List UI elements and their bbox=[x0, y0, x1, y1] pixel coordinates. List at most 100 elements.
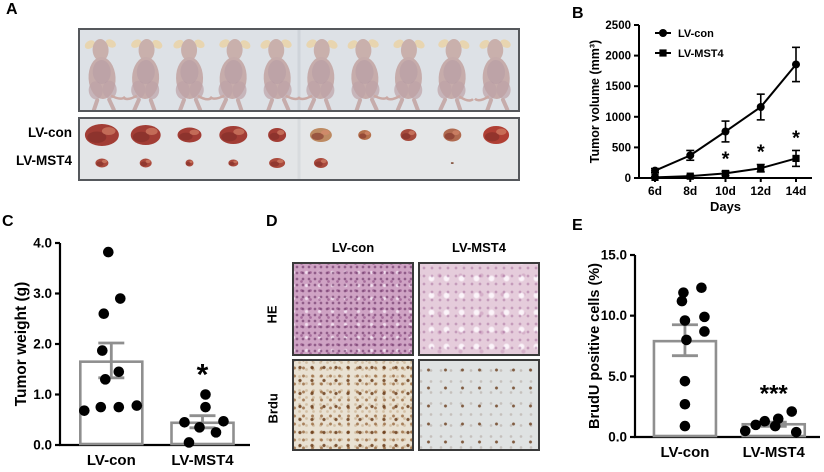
data-point bbox=[678, 287, 689, 298]
svg-text:LV-con: LV-con bbox=[87, 452, 136, 469]
data-point bbox=[218, 415, 229, 427]
data-point bbox=[113, 366, 125, 378]
svg-text:LV-MST4: LV-MST4 bbox=[171, 452, 234, 469]
tumors-illustration bbox=[84, 124, 510, 168]
data-point bbox=[200, 389, 211, 400]
svg-text:10d: 10d bbox=[715, 184, 736, 198]
svg-text:2000: 2000 bbox=[605, 51, 631, 63]
svg-text:BrudU positive cells (%): BrudU positive cells (%) bbox=[587, 263, 603, 429]
data-point bbox=[699, 326, 710, 337]
brdu-lv-con-image bbox=[292, 359, 414, 451]
data-point bbox=[100, 374, 111, 385]
panel-a-label: A bbox=[6, 1, 18, 18]
mouse bbox=[385, 39, 425, 113]
svg-text:Tumor weight (g): Tumor weight (g) bbox=[13, 282, 30, 407]
svg-text:0: 0 bbox=[625, 173, 631, 185]
significance-mark: * bbox=[722, 148, 730, 170]
svg-text:LV-MST4: LV-MST4 bbox=[743, 444, 806, 461]
svg-text:15.0: 15.0 bbox=[601, 248, 627, 263]
data-point bbox=[200, 401, 211, 413]
svg-text:2.0: 2.0 bbox=[33, 337, 52, 352]
tumor-photo-strip bbox=[78, 117, 520, 181]
data-point bbox=[696, 282, 707, 294]
panel-c-label: C bbox=[2, 213, 14, 230]
histology-col-label-lv-mst4: LV-MST4 bbox=[452, 240, 506, 255]
svg-text:500: 500 bbox=[612, 142, 631, 154]
mice-illustration bbox=[84, 39, 511, 113]
svg-text:14d: 14d bbox=[786, 184, 807, 198]
data-point bbox=[98, 308, 110, 319]
significance-mark: * bbox=[757, 142, 765, 164]
histology-col-label-lv-con: LV-con bbox=[331, 240, 375, 255]
svg-text:3.0: 3.0 bbox=[33, 286, 52, 301]
mouse bbox=[121, 39, 163, 113]
series-LV-MST4 bbox=[651, 149, 800, 181]
tumor-row-label-lv-con: LV-con bbox=[27, 125, 72, 140]
mouse bbox=[437, 39, 474, 113]
svg-text:0.0: 0.0 bbox=[608, 430, 627, 445]
tumor-row-label-lv-mst4: LV-MST4 bbox=[15, 153, 72, 168]
brdu-lv-mst4-image bbox=[418, 359, 540, 451]
panel-b-label: B bbox=[572, 5, 584, 22]
data-point bbox=[194, 422, 205, 433]
he-lv-mst4-image bbox=[418, 262, 540, 356]
group-LV-MST4: * LV-MST4 bbox=[170, 359, 235, 469]
data-point bbox=[681, 334, 692, 346]
mice-photo-strip bbox=[78, 28, 520, 113]
data-point bbox=[769, 420, 781, 432]
svg-text:LV-con: LV-con bbox=[678, 28, 714, 40]
svg-text:12d: 12d bbox=[750, 184, 771, 198]
svg-text:8d: 8d bbox=[683, 184, 697, 198]
data-point bbox=[95, 401, 107, 413]
mouse bbox=[297, 39, 338, 113]
svg-text:LV-con: LV-con bbox=[661, 444, 710, 461]
data-point bbox=[679, 420, 691, 432]
data-point bbox=[79, 405, 90, 416]
data-point bbox=[103, 246, 114, 258]
data-point bbox=[699, 311, 710, 323]
svg-text:LV-MST4: LV-MST4 bbox=[678, 48, 725, 60]
svg-text:6d: 6d bbox=[648, 184, 662, 198]
svg-text:Days: Days bbox=[710, 199, 741, 214]
data-point bbox=[786, 406, 798, 417]
data-point bbox=[679, 315, 691, 326]
group-LV-con: LV-con bbox=[652, 282, 718, 461]
histology-row-label-brdu: Brdu bbox=[265, 393, 281, 424]
svg-text:0.0: 0.0 bbox=[33, 438, 52, 453]
data-point bbox=[131, 400, 143, 411]
data-point bbox=[210, 427, 222, 438]
group-LV-MST4: *** LV-MST4 bbox=[739, 381, 807, 461]
data-point bbox=[739, 425, 751, 437]
significance-mark: * bbox=[792, 127, 800, 149]
svg-text:Tumor volume (mm³): Tumor volume (mm³) bbox=[588, 40, 602, 163]
data-point bbox=[183, 437, 195, 448]
svg-text:2500: 2500 bbox=[605, 20, 631, 32]
data-point bbox=[679, 375, 691, 387]
axes: 0 500 1000 1500 2000 2500 6d 8d 10d 12d 14d Days Tum… bbox=[588, 20, 812, 214]
data-point bbox=[790, 426, 802, 438]
data-point bbox=[759, 415, 771, 427]
he-lv-con-image bbox=[292, 262, 414, 356]
svg-text:1000: 1000 bbox=[605, 112, 631, 124]
series-LV-con bbox=[651, 46, 800, 175]
significance-mark: * bbox=[197, 359, 209, 392]
legend-item-LV-MST4: LV-MST4 bbox=[655, 48, 725, 60]
svg-text:5.0: 5.0 bbox=[608, 369, 627, 384]
mouse bbox=[260, 39, 301, 113]
data-point bbox=[179, 416, 190, 428]
tumor-volume-chart: 0 500 1000 1500 2000 2500 6d 8d 10d 12d 14d Days Tum… bbox=[588, 20, 812, 214]
svg-text:4.0: 4.0 bbox=[33, 236, 52, 251]
data-point bbox=[676, 295, 688, 307]
data-point bbox=[97, 345, 108, 356]
legend-item-LV-con: LV-con bbox=[655, 28, 714, 40]
panel-e-label: E bbox=[572, 217, 583, 234]
mouse bbox=[84, 39, 127, 113]
mouse bbox=[347, 39, 389, 113]
histology-row-label-he: HE bbox=[264, 305, 280, 324]
mouse bbox=[209, 39, 251, 113]
svg-text:1500: 1500 bbox=[605, 81, 631, 93]
group-LV-con: LV-con bbox=[79, 246, 144, 469]
svg-text:10.0: 10.0 bbox=[601, 308, 627, 323]
mouse bbox=[173, 39, 213, 113]
